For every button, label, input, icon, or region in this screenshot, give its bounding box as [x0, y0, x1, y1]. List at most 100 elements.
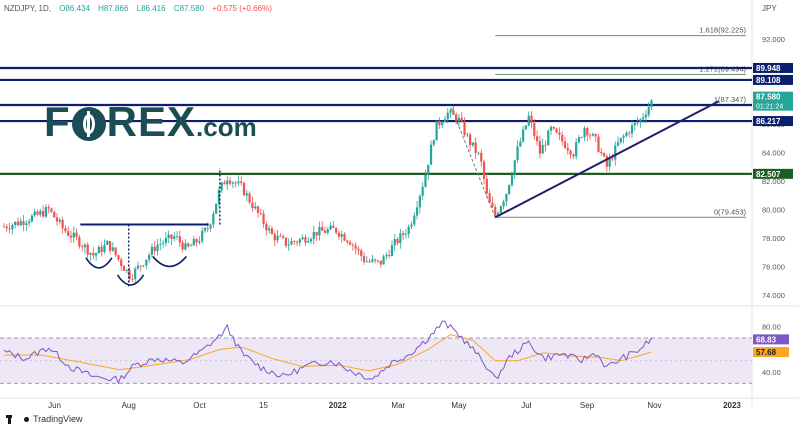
candle-body: [510, 175, 514, 185]
candle-body: [254, 206, 257, 209]
candle-body: [131, 278, 134, 280]
x-tick-label: 2023: [723, 401, 741, 410]
candle-body: [508, 184, 511, 195]
candle-body: [597, 136, 600, 152]
candle-body: [25, 223, 28, 226]
candle-body: [323, 230, 327, 233]
candle-body: [474, 142, 477, 154]
candle-body: [491, 202, 494, 208]
fib-swing-line: [450, 105, 496, 218]
candle-body: [438, 120, 441, 125]
candle-body: [251, 202, 254, 209]
candle-body: [41, 211, 45, 217]
candle-body: [228, 180, 232, 184]
candle-body: [376, 260, 380, 262]
candle-body: [600, 151, 603, 154]
shoulder-arc: [152, 255, 187, 268]
candle-body: [644, 114, 648, 118]
candle-body: [318, 226, 321, 236]
candle-body: [192, 239, 195, 246]
candle-body: [95, 253, 98, 256]
candle-body: [580, 137, 583, 138]
candle-body: [33, 211, 36, 216]
key-level-tag: [753, 74, 793, 85]
rsi-value-tag: [753, 346, 789, 357]
y-tick-label: 74.000: [762, 291, 785, 300]
candle-body: [348, 242, 352, 245]
candle-body: [477, 152, 480, 154]
candle-body: [547, 130, 550, 146]
logo-text-rex: REX: [106, 98, 197, 145]
key-level-tag: [753, 62, 793, 73]
candle-body: [83, 244, 87, 248]
candle-body: [636, 122, 639, 124]
candle-body: [201, 230, 204, 242]
candle-body: [457, 117, 461, 122]
key-level-tag: [753, 168, 793, 179]
candle-body: [575, 142, 578, 157]
candle-body: [460, 117, 463, 122]
candle-body: [471, 142, 474, 146]
candle-body: [443, 119, 447, 123]
candle-body: [268, 228, 271, 231]
x-tick-label: Mar: [391, 401, 405, 410]
candle-body: [139, 265, 142, 267]
candle-body: [39, 211, 42, 215]
candle-body: [262, 213, 265, 224]
candle-body: [538, 141, 541, 154]
candle-body: [616, 142, 620, 146]
y-tick-label: 92.000: [762, 35, 785, 44]
candle-body: [605, 156, 608, 167]
candle-body: [452, 110, 455, 115]
key-level-label: 82.507: [756, 170, 781, 179]
candle-body: [549, 126, 553, 131]
candle-body: [647, 107, 650, 115]
candle-body: [58, 219, 61, 222]
candle-body: [399, 233, 402, 244]
tradingview-brand[interactable]: TradingView: [6, 414, 83, 424]
candle-body: [122, 266, 126, 271]
candle-body: [212, 213, 215, 225]
candle-body: [535, 136, 539, 142]
candle-body: [340, 234, 343, 237]
candle-body: [541, 144, 544, 154]
key-level-label: 86.217: [756, 117, 781, 126]
candle-body: [608, 158, 611, 167]
candle-body: [61, 219, 64, 229]
candle-body: [100, 246, 103, 253]
candle-body: [469, 134, 472, 146]
candle-body: [304, 237, 307, 243]
candle-body: [128, 269, 131, 279]
candle-body: [393, 239, 396, 246]
candle-body: [563, 141, 567, 149]
candle-body: [293, 241, 296, 242]
candle-body: [480, 152, 483, 162]
candle-body: [502, 201, 505, 207]
candle-body: [181, 242, 184, 250]
candle-body: [209, 224, 212, 229]
candle-body: [519, 141, 522, 147]
candle-body: [28, 221, 31, 224]
candle-body: [494, 207, 497, 216]
rsi-value-tag: [753, 334, 789, 345]
candle-body: [117, 255, 120, 260]
candle-body: [259, 212, 262, 214]
candle-body: [92, 252, 95, 256]
candle-body: [282, 236, 285, 238]
x-tick-label: May: [451, 401, 466, 410]
candle-body: [55, 217, 59, 222]
candle-body: [396, 239, 399, 244]
logo-coin-icon: [71, 107, 106, 141]
rsi-value-label: 68.83: [756, 335, 777, 344]
candle-body: [8, 228, 11, 230]
symbol-label[interactable]: NZDJPY, 1D,: [4, 4, 51, 13]
candle-body: [150, 246, 154, 255]
candle-body: [354, 245, 357, 249]
forex-logo: F REX.com: [44, 98, 257, 146]
candle-body: [220, 182, 223, 191]
logo-text-com: .com: [196, 112, 257, 142]
candle-body: [360, 250, 363, 257]
candle-body: [466, 134, 469, 136]
candle-body: [379, 260, 382, 265]
